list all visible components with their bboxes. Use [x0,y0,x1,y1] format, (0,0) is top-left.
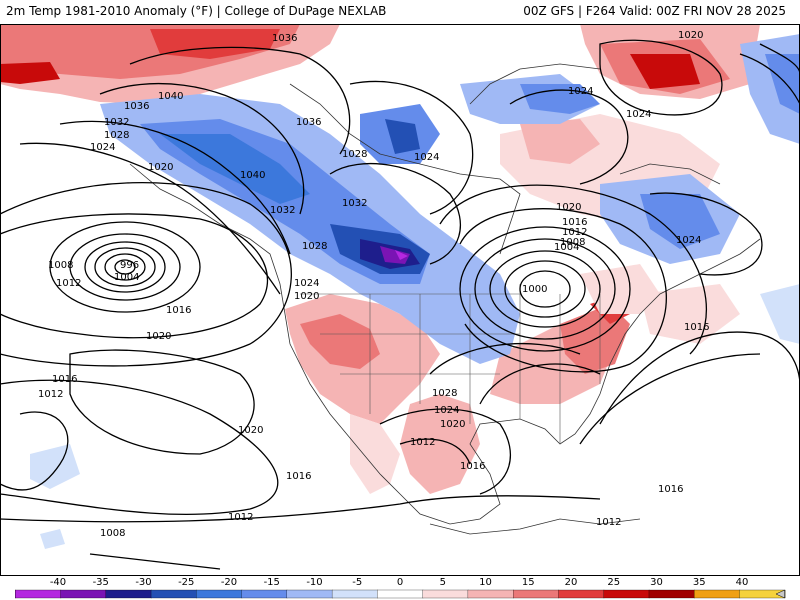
isobar-label: 1012 [596,517,621,528]
isobar-label: 996 [120,260,139,271]
isobar-label: 1012 [562,227,587,238]
isobar-label: 1028 [302,241,327,252]
isobar-label: 1020 [678,30,703,41]
isobar-label: 1000 [522,284,547,295]
anomaly-map: 1036 1040 1036 1032 1028 1024 1020 1040 … [0,24,800,576]
colorbar-swatch [513,589,560,599]
isobar-label: 1032 [270,205,295,216]
colorbar-tick-label: -25 [178,577,194,588]
isobar-label: 1024 [626,109,651,120]
warm-anomaly-fill [0,24,760,494]
isobar-label: 1032 [104,117,129,128]
isobar-label: 1040 [240,170,265,181]
colorbar-tick-label: -5 [352,577,362,588]
colorbar-tick-label: 0 [397,577,403,588]
isobar-label: 1020 [440,419,465,430]
colorbar: -40 -35 -30 -25 -20 -15 -10 -5 0 5 10 15 20 25 30 35 40 [15,577,786,599]
isobar-label: 1024 [414,152,439,163]
colorbar-tick-label: 40 [736,577,749,588]
colorbar-swatch [15,589,62,599]
isobar-label: 1016 [684,322,709,333]
map-title: 2m Temp 1981-2010 Anomaly (°F) | College… [6,4,387,18]
isobar-label: 1036 [272,33,297,44]
isobar-label: 1016 [286,471,311,482]
isobar-label: 1036 [124,101,149,112]
isobar-label: 1016 [166,305,191,316]
isobar-label: 1008 [560,237,585,248]
colorbar-swatch [739,589,786,599]
colorbar-tick-label: -40 [50,577,66,588]
colorbar-swatch [467,589,514,599]
isobar-label: 1012 [228,512,253,523]
colorbar-swatch [105,589,152,599]
colorbar-swatch [196,589,243,599]
colorbar-swatch [694,589,741,599]
isobar-label: 1040 [158,91,183,102]
colorbar-swatch [150,589,197,599]
isobar-label: 1024 [294,278,319,289]
coastlines [129,63,761,535]
isobar-label: 1012 [56,278,81,289]
colorbar-tick-label: -35 [93,577,109,588]
isobar-label: 1032 [342,198,367,209]
colorbar-swatch [377,589,424,599]
isobar-label: 1020 [556,202,581,213]
isobar-label: 1028 [342,149,367,160]
isobar-label: 1036 [296,117,321,128]
isobar-label: 1008 [100,528,125,539]
colorbar-tick-label: -10 [306,577,322,588]
isobar-label: 1024 [90,142,115,153]
cold-anomaly-fill [30,34,800,549]
isobar-label: 1020 [238,425,263,436]
isobar-label: 1028 [104,130,129,141]
isobar-label-group: 1036 1040 1036 1032 1028 1024 1020 1040 … [38,30,709,539]
colorbar-tick-label: 10 [479,577,492,588]
colorbar-swatch [286,589,333,599]
colorbar-swatch [648,589,695,599]
colorbar-swatch [60,589,107,599]
isobar-label: 1004 [554,242,579,253]
isobar-label: 1016 [562,217,587,228]
isobar-label: 1004 [114,272,139,283]
isobar-label: 1008 [48,260,73,271]
colorbar-area: -40 -35 -30 -25 -20 -15 -10 -5 0 5 10 15 20 25 30 35 40 [0,576,800,600]
colorbar-tick-label: 30 [650,577,663,588]
isobar-label: 1012 [38,389,63,400]
colorbar-tick-label: 20 [565,577,578,588]
colorbar-swatch [331,589,379,599]
title-bar: 2m Temp 1981-2010 Anomaly (°F) | College… [0,0,800,24]
isobar-label: 1020 [148,162,173,173]
isobar-label: 1028 [432,388,457,399]
isobar-label: 1024 [676,235,701,246]
colorbar-tick-label: 5 [440,577,446,588]
colorbar-tick-label: 25 [607,577,620,588]
isobar-contours [0,39,800,570]
isobar-label: 1016 [52,374,77,385]
isobar-label: 1020 [146,331,171,342]
model-run-info: 00Z GFS | F264 Valid: 00Z FRI NOV 28 202… [523,4,786,18]
colorbar-swatch [603,589,650,599]
colorbar-extend-high [775,589,785,599]
colorbar-tick-label: 35 [693,577,706,588]
isobar-label: 1016 [658,484,683,495]
colorbar-tick-label: -20 [221,577,237,588]
colorbar-tick-label: -15 [264,577,280,588]
isobar-label: 1012 [410,437,435,448]
isobar-label: 1016 [460,461,485,472]
colorbar-tick-label: -30 [135,577,151,588]
colorbar-swatch [241,589,288,599]
isobar-label: 1024 [434,405,459,416]
isobar-label: 1024 [568,86,593,97]
colorbar-swatch [558,589,605,599]
isobar-label: 1020 [294,291,319,302]
colorbar-swatch [422,589,469,599]
colorbar-tick-label: 15 [522,577,535,588]
